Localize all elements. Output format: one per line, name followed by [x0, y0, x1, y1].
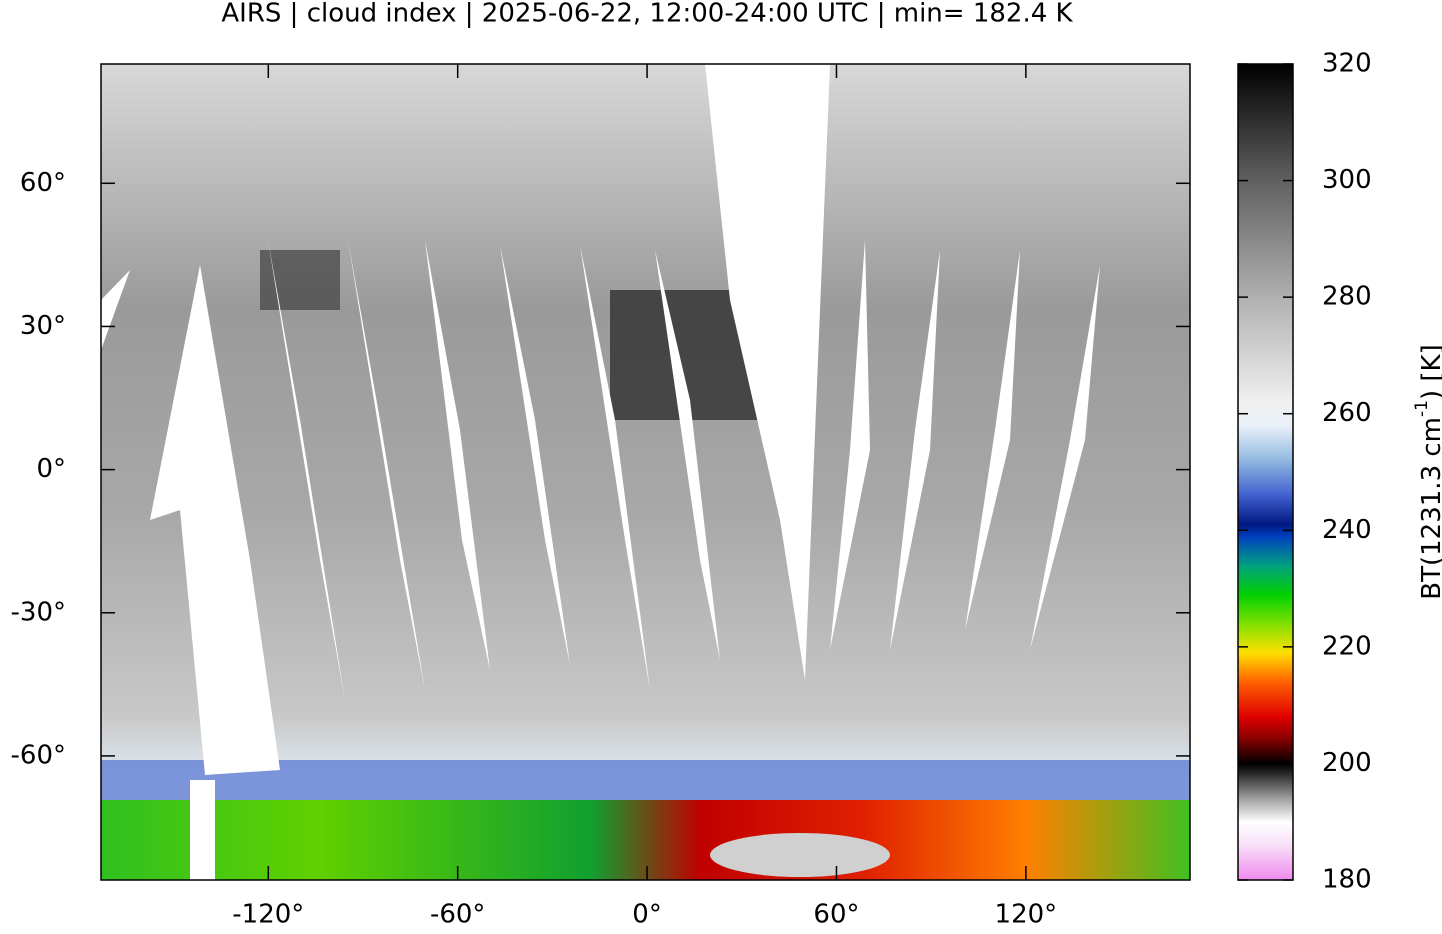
colorbar-segment [1238, 536, 1293, 566]
colorbar-label-text: BT(1231.3 cm [1417, 417, 1442, 600]
colorbar-segment [1238, 682, 1293, 717]
colorbar-segment [1238, 181, 1293, 298]
x-tick-label: -120° [232, 900, 304, 930]
y-tick-label: -30° [11, 597, 66, 627]
y-tick-label: 60° [20, 168, 66, 198]
x-tick-label: -60° [430, 900, 485, 930]
colorbar-segment [1238, 460, 1293, 495]
colorbar-tick-label: 320 [1322, 49, 1372, 79]
colorbar-label: BT(1231.3 cm-1) [K] [1412, 344, 1442, 599]
title: AIRS | cloud index | 2025-06-22, 12:00-2… [221, 0, 1073, 29]
colorbar-tick-label: 260 [1322, 398, 1372, 428]
y-tick-label: 30° [20, 311, 66, 341]
colorbar-tick-label: 220 [1322, 631, 1372, 661]
colorbar-segment [1238, 624, 1293, 654]
x-tick-label: 0° [632, 900, 662, 930]
colorbar [1238, 64, 1293, 881]
colorbar-segment [1238, 565, 1293, 595]
colorbar-segment [1238, 763, 1293, 775]
colorbar-segment [1238, 717, 1293, 741]
y-tick-label: 0° [36, 454, 66, 484]
colorbar-tick-label: 240 [1322, 515, 1372, 545]
y-tick-label: -60° [11, 740, 66, 770]
colorbar-tick-label: 280 [1322, 282, 1372, 312]
colorbar-segment [1238, 775, 1293, 799]
map-image [101, 64, 1190, 880]
colorbar-tick-label: 200 [1322, 748, 1372, 778]
x-tick-label: 60° [813, 900, 859, 930]
colorbar-segment [1238, 64, 1293, 181]
colorbar-segment [1238, 425, 1293, 460]
colorbar-segment [1238, 653, 1293, 683]
colorbar-segment [1238, 740, 1293, 764]
x-tick-label: 120° [995, 900, 1058, 930]
colorbar-segment [1238, 798, 1293, 822]
colorbar-segment [1238, 845, 1293, 880]
colorbar-tick-label: 300 [1322, 165, 1372, 195]
colorbar-segment [1238, 297, 1293, 402]
colorbar-tick-label: 180 [1322, 865, 1372, 895]
colorbar-segment [1238, 822, 1293, 846]
colorbar-label-suffix: ) [K] [1417, 344, 1442, 400]
colorbar-label-sup: -1 [1412, 400, 1432, 417]
colorbar-segment [1238, 495, 1293, 525]
colorbar-segment [1238, 594, 1293, 624]
